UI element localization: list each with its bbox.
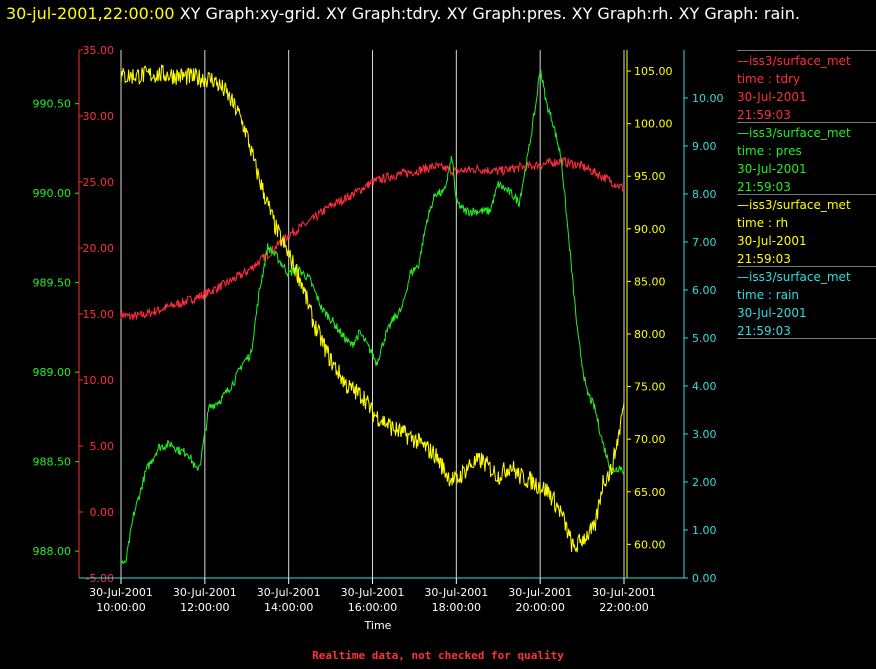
y-tick-label-rh: 100.00 [634,118,673,131]
y-axes: -5.000.005.0010.0015.0020.0025.0030.0035… [33,44,724,585]
x-tick-label-time: 10:00:00 [96,601,145,614]
y-tick-label-tdry: 15.00 [83,308,115,321]
legend-variable: time : pres [737,144,802,158]
x-tick-label-time: 22:00:00 [599,601,648,614]
legend-date: 30-Jul-2001 [737,90,807,104]
quality-disclaimer: Realtime data, not checked for quality [312,649,564,662]
series-line-tdry [120,156,625,321]
legend-series-name: —iss3/surface_met [737,126,851,140]
title-graph-list: XY Graph:xy-grid. XY Graph:tdry. XY Grap… [179,4,800,23]
y-tick-label-tdry: 10.00 [83,374,115,387]
series-line-pres [120,69,625,565]
legend-time: 21:59:03 [737,324,791,338]
x-tick-label-date: 30-Jul-2001 [508,586,572,599]
x-tick-label-date: 30-Jul-2001 [424,586,488,599]
y-axis-rh: 60.00 65.00 70.00 75.00 80.00 85.00 90.00 95.00… [626,50,673,578]
y-tick-label-rh: 75.00 [634,381,666,394]
y-tick-label-pres: 990.00 [33,187,72,200]
y-tick-label-tdry: 25.00 [83,176,115,189]
y-tick-label-rh: 60.00 [634,538,666,551]
legend-date: 30-Jul-2001 [737,234,807,248]
y-tick-label-tdry: 30.00 [83,110,115,123]
y-tick-label-rh: 95.00 [634,170,666,183]
y-tick-label-rain: 7.00 [692,236,717,249]
y-tick-label-rain: 2.00 [692,476,717,489]
y-tick-label-rain: 0.00 [692,572,717,585]
legend-separator [737,194,876,195]
legend-separator [737,122,876,123]
y-tick-label-pres: 989.00 [33,366,72,379]
y-tick-label-rh: 70.00 [634,433,666,446]
y-tick-label-rain: 4.00 [692,380,717,393]
legend-time: 21:59:03 [737,108,791,122]
y-tick-label-rain: 8.00 [692,188,717,201]
y-tick-label-pres: 988.50 [33,456,72,469]
y-tick-label-rain: 3.00 [692,428,717,441]
legend-series-name: —iss3/surface_met [737,198,851,212]
grid-lines [120,50,625,578]
title-timestamp: 30-jul-2001,22:00:00 [6,4,175,23]
legend-date: 30-Jul-2001 [737,306,807,320]
y-axis-rain: 0.00 1.00 2.00 3.00 4.00 5.00 6.00 7.00 8.00 9.00… [683,50,724,585]
y-tick-label-pres: 989.50 [33,277,72,290]
legend-variable: time : rain [737,288,800,302]
legend-date: 30-Jul-2001 [737,162,807,176]
y-tick-label-rh: 85.00 [634,275,666,288]
y-tick-label-rain: 1.00 [692,524,717,537]
x-tick-label-time: 20:00:00 [515,601,564,614]
y-tick-label-pres: 990.50 [33,98,72,111]
legend-series-name: —iss3/surface_met [737,270,851,284]
x-tick-label-time: 18:00:00 [432,601,481,614]
x-axis-title: Time [364,619,392,632]
y-tick-label-pres: 988.00 [33,545,72,558]
y-tick-label-rain: 5.00 [692,332,717,345]
legend-series-name: —iss3/surface_met [737,54,851,68]
x-tick-label-time: 16:00:00 [348,601,397,614]
y-tick-label-rh: 105.00 [634,65,673,78]
x-tick-label-date: 30-Jul-2001 [341,586,405,599]
legend-variable: time : rh [737,216,789,230]
legend-time: 21:59:03 [737,252,791,266]
x-tick-label-date: 30-Jul-2001 [592,586,656,599]
legend-end [737,338,876,340]
y-tick-label-tdry: 5.00 [90,440,115,453]
legend-time: 21:59:03 [737,180,791,194]
y-axis-tdry: -5.000.005.0010.0015.0020.0025.0030.0035… [78,44,115,585]
y-axis-pres: 988.00 988.50 989.00 989.50 990.00 990.50 [33,98,79,558]
y-tick-label-tdry: 20.00 [83,242,115,255]
y-tick-label-tdry: 35.00 [83,44,115,57]
y-tick-label-rh: 90.00 [634,223,666,236]
x-tick-label-date: 30-Jul-2001 [89,586,153,599]
y-tick-label-rh: 65.00 [634,486,666,499]
graph-title-bar: 30-jul-2001,22:00:00 XY Graph:xy-grid. X… [6,2,872,26]
legend-separator [737,266,876,267]
x-tick-label-date: 30-Jul-2001 [173,586,237,599]
y-tick-label-rain: 10.00 [692,92,724,105]
y-tick-label-rh: 80.00 [634,328,666,341]
legend-separator [737,50,876,51]
y-tick-label-rain: 9.00 [692,140,717,153]
x-axis: 30-Jul-2001 10:00:00 30-Jul-2001 12:00:00 30… [79,577,684,632]
series-line-rh [120,64,625,553]
legend-separator [737,338,876,339]
y-tick-label-tdry: 0.00 [90,506,115,519]
x-tick-label-time: 14:00:00 [264,601,313,614]
x-tick-label-time: 12:00:00 [180,601,229,614]
x-tick-label-date: 30-Jul-2001 [257,586,321,599]
legend-variable: time : tdry [737,72,801,86]
y-tick-label-rain: 6.00 [692,284,717,297]
